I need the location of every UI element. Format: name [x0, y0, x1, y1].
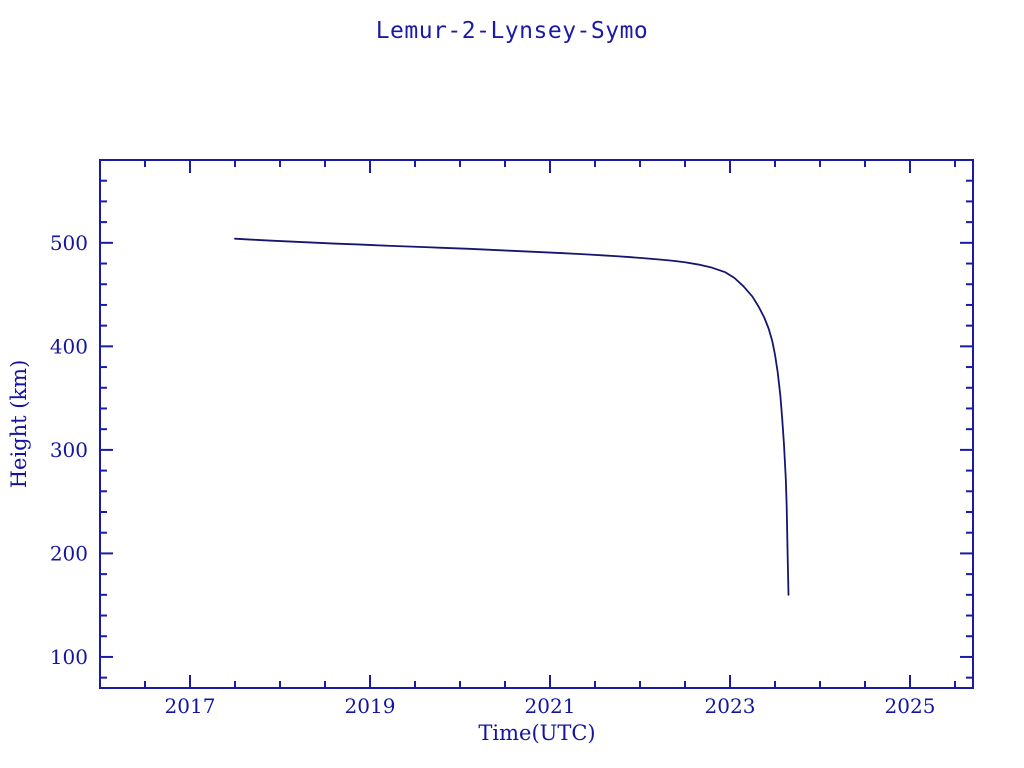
height-series-line: [234, 237, 790, 596]
chart-title: Lemur-2-Lynsey-Symo: [376, 18, 649, 44]
y-tick-label: 300: [50, 438, 88, 462]
x-tick-label: 2023: [705, 694, 756, 718]
y-tick-label: 100: [50, 645, 88, 669]
y-tick-label: 400: [50, 334, 88, 358]
axis-ticks: [99, 159, 973, 688]
y-tick-label: 200: [50, 541, 88, 565]
plot-frame: [99, 159, 974, 689]
y-axis-title: Height (km): [7, 360, 31, 489]
x-tick-label: 2021: [525, 694, 576, 718]
x-tick-label: 2017: [165, 694, 216, 718]
y-axis-tick-labels: 100 200 300 400 500: [50, 231, 88, 669]
x-tick-label: 2019: [345, 694, 396, 718]
x-axis-tick-labels: 2017 2019 2021 2023 2025: [165, 694, 936, 718]
y-tick-label: 500: [50, 231, 88, 255]
x-tick-label: 2025: [885, 694, 936, 718]
x-axis-title: Time(UTC): [478, 721, 595, 745]
